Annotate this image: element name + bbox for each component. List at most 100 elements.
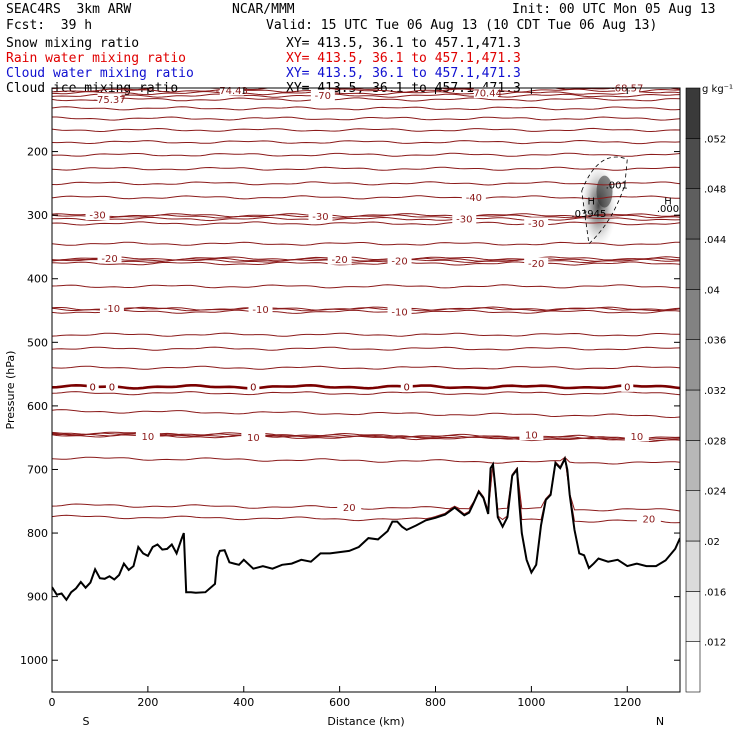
contour-label: -30 <box>89 211 105 222</box>
isotherm-line <box>52 346 680 351</box>
contour-label-bg <box>387 305 412 317</box>
cloud-ice-blob <box>580 163 617 248</box>
isotherm-line <box>52 257 680 262</box>
contour-labels: -75.37-74.43 -70 -70.44 -68.57-40-30 -30 -30-… <box>85 82 661 526</box>
isotherm-line <box>52 261 680 266</box>
end-label-left: S <box>83 715 90 728</box>
isotherm-line <box>52 284 680 289</box>
contour-label: -30 <box>456 214 472 225</box>
isotherm-line <box>52 90 680 96</box>
isotherm-line <box>52 309 680 314</box>
forecast-hour: Fcst: 39 h <box>6 18 93 33</box>
terrain-profile <box>52 455 680 602</box>
x-tick-label: 600 <box>329 696 350 709</box>
isotherm-line <box>52 106 680 111</box>
isotherm-line <box>52 216 680 222</box>
contour-label-bg <box>636 513 661 525</box>
contour-label-bg <box>99 302 124 314</box>
contour-label-bg <box>97 252 122 264</box>
contour-label: -74.43 <box>216 86 248 97</box>
contour-label-bg <box>85 209 110 221</box>
temperature-contours <box>52 88 680 524</box>
isotherm-line <box>52 88 680 91</box>
contour-label-bg <box>97 93 122 105</box>
isotherm-line <box>52 195 680 200</box>
contour-label-bg <box>387 254 412 266</box>
x-tick-label: 400 <box>233 696 254 709</box>
x-tick-label: 0 <box>49 696 56 709</box>
terrain-line <box>52 455 680 602</box>
contour-label: -20 <box>101 254 117 265</box>
contour-label: -20 <box>528 259 544 270</box>
colorbar-bin <box>685 138 701 189</box>
isotherm-line <box>52 127 680 133</box>
isotherm-line <box>52 221 680 226</box>
y-tick-label: 900 <box>27 591 48 604</box>
contour-label-bg <box>241 431 266 443</box>
colorbar-bin <box>685 188 701 240</box>
isotherm-line <box>52 181 680 186</box>
contour-label-bg <box>327 253 352 265</box>
isotherm-line <box>52 258 680 264</box>
plot-frame <box>51 87 681 693</box>
y-tick-label: 400 <box>27 273 48 286</box>
field-xy-snow: XY= 413.5, 36.1 to 457.1,471.3 <box>286 36 521 51</box>
colorbar-bin <box>685 87 701 139</box>
colorbar-tick-label: .02 <box>704 537 720 548</box>
contour-label: -30 <box>528 219 544 230</box>
isotherm-line <box>52 365 680 370</box>
cloud-ice-annotation: H <box>588 196 596 207</box>
x-tick-label: 1000 <box>517 696 545 709</box>
freezing-label: 0 <box>109 382 115 393</box>
isotherm-line <box>52 214 680 219</box>
y-tick-label: 800 <box>27 527 48 540</box>
contour-label: 10 <box>525 431 538 442</box>
cloud-ice-shading <box>580 163 617 248</box>
colorbar-tick-label: .036 <box>704 336 726 347</box>
valid-time: Valid: 15 UTC Tue 06 Aug 13 (10 CDT Tue … <box>266 18 658 33</box>
colorbar-bin <box>685 440 701 491</box>
colorbar-tick-label: .052 <box>704 134 726 145</box>
contour-label: -10 <box>391 307 407 318</box>
isotherm-line <box>52 307 680 312</box>
model-title: SEAC4RS 3km ARW <box>6 2 132 17</box>
cloud-ice-annotation: .000 <box>657 204 679 215</box>
contour-label: 10 <box>247 433 260 444</box>
isotherm-line <box>52 409 680 419</box>
colorbar-tick-label: .016 <box>704 587 726 598</box>
contour-label: 20 <box>642 515 655 526</box>
freezing-label: 0 <box>404 382 410 393</box>
isotherm-line <box>52 97 680 102</box>
contour-label-bg <box>519 429 544 441</box>
isotherm-line <box>52 152 680 157</box>
freezing-label-bg <box>621 380 634 392</box>
cloud-ice-contour <box>581 156 628 245</box>
cloud-ice-annotation: H <box>664 196 672 207</box>
contour-label-bg <box>524 217 549 229</box>
y-tick-label: 600 <box>27 400 48 413</box>
colorbar-tick-label: .04 <box>704 285 720 296</box>
colorbar-bin <box>685 540 701 592</box>
colorbar-unit: g kg⁻¹ <box>702 84 733 95</box>
cloud-ice-annotation: .03945 <box>571 209 606 220</box>
isotherm-line <box>52 456 680 465</box>
freezing-label-bg <box>105 380 118 392</box>
field-name-cloud-water: Cloud water mixing ratio <box>6 66 194 81</box>
contour-label: -20 <box>331 255 347 266</box>
colorbar-bin <box>685 238 701 290</box>
x-axis-label: Distance (km) <box>327 715 404 728</box>
colorbar-tick-label: .028 <box>704 436 726 447</box>
isotherm-line <box>52 256 680 261</box>
contour-label-bg <box>461 191 486 203</box>
field-name-snow: Snow mixing ratio <box>6 36 140 51</box>
contour-label-bg <box>310 89 335 101</box>
colorbar: .012 .016 .02 .024 .028 .032 .036 .04 .044 .048 .0… <box>685 84 733 693</box>
freezing-label-bg <box>400 380 413 392</box>
contour-label: -75.37 <box>93 95 125 106</box>
axes: 0 200 400 600 800 1000 12002003004005006007008… <box>20 87 681 709</box>
contour-label: -10 <box>252 305 268 316</box>
colorbar-bin <box>685 641 701 693</box>
isotherm-line <box>52 455 680 524</box>
contour-label: -40 <box>466 193 482 204</box>
init-time: Init: 00 UTC Mon 05 Aug 13 <box>512 2 716 17</box>
